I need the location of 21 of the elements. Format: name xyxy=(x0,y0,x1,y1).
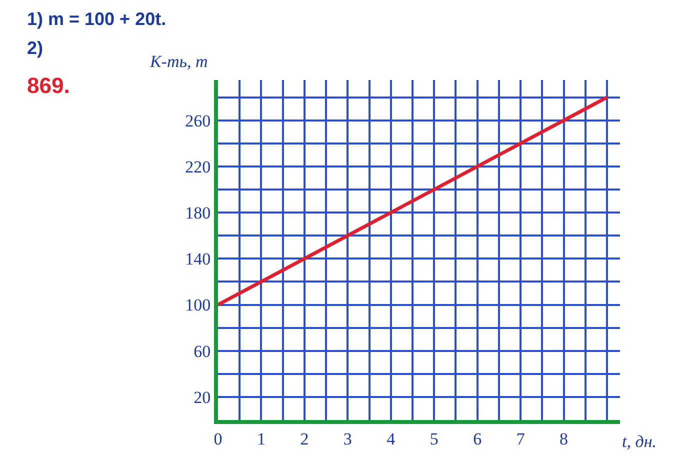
x-tick-label: 1 xyxy=(256,429,266,448)
text: 2) xyxy=(27,38,44,58)
y-tick-label: 60 xyxy=(194,342,211,361)
x-tick-label: 7 xyxy=(516,429,526,448)
y-tick-label: 140 xyxy=(185,250,211,269)
x-tick-label: 2 xyxy=(300,429,309,448)
x-tick-label: 4 xyxy=(386,429,396,448)
x-tick-label: 5 xyxy=(430,429,438,448)
y-tick-label: 20 xyxy=(194,388,211,407)
x-tick-label: 6 xyxy=(473,429,482,448)
y-tick-label: 220 xyxy=(185,157,211,176)
x-tick-label: 8 xyxy=(560,429,568,448)
y-tick-label: 100 xyxy=(185,296,211,315)
x-tick-label: 3 xyxy=(343,429,352,448)
text: 869. xyxy=(27,73,70,98)
y-tick-label: 260 xyxy=(185,111,211,130)
y-tick-label: 180 xyxy=(185,203,211,222)
x-axis-title: t, дн. xyxy=(622,432,657,451)
x-tick-label: 0 xyxy=(214,429,222,448)
text: 1) m = 100 + 20t. xyxy=(27,9,166,29)
y-axis-title: К-ть, т xyxy=(149,52,208,71)
